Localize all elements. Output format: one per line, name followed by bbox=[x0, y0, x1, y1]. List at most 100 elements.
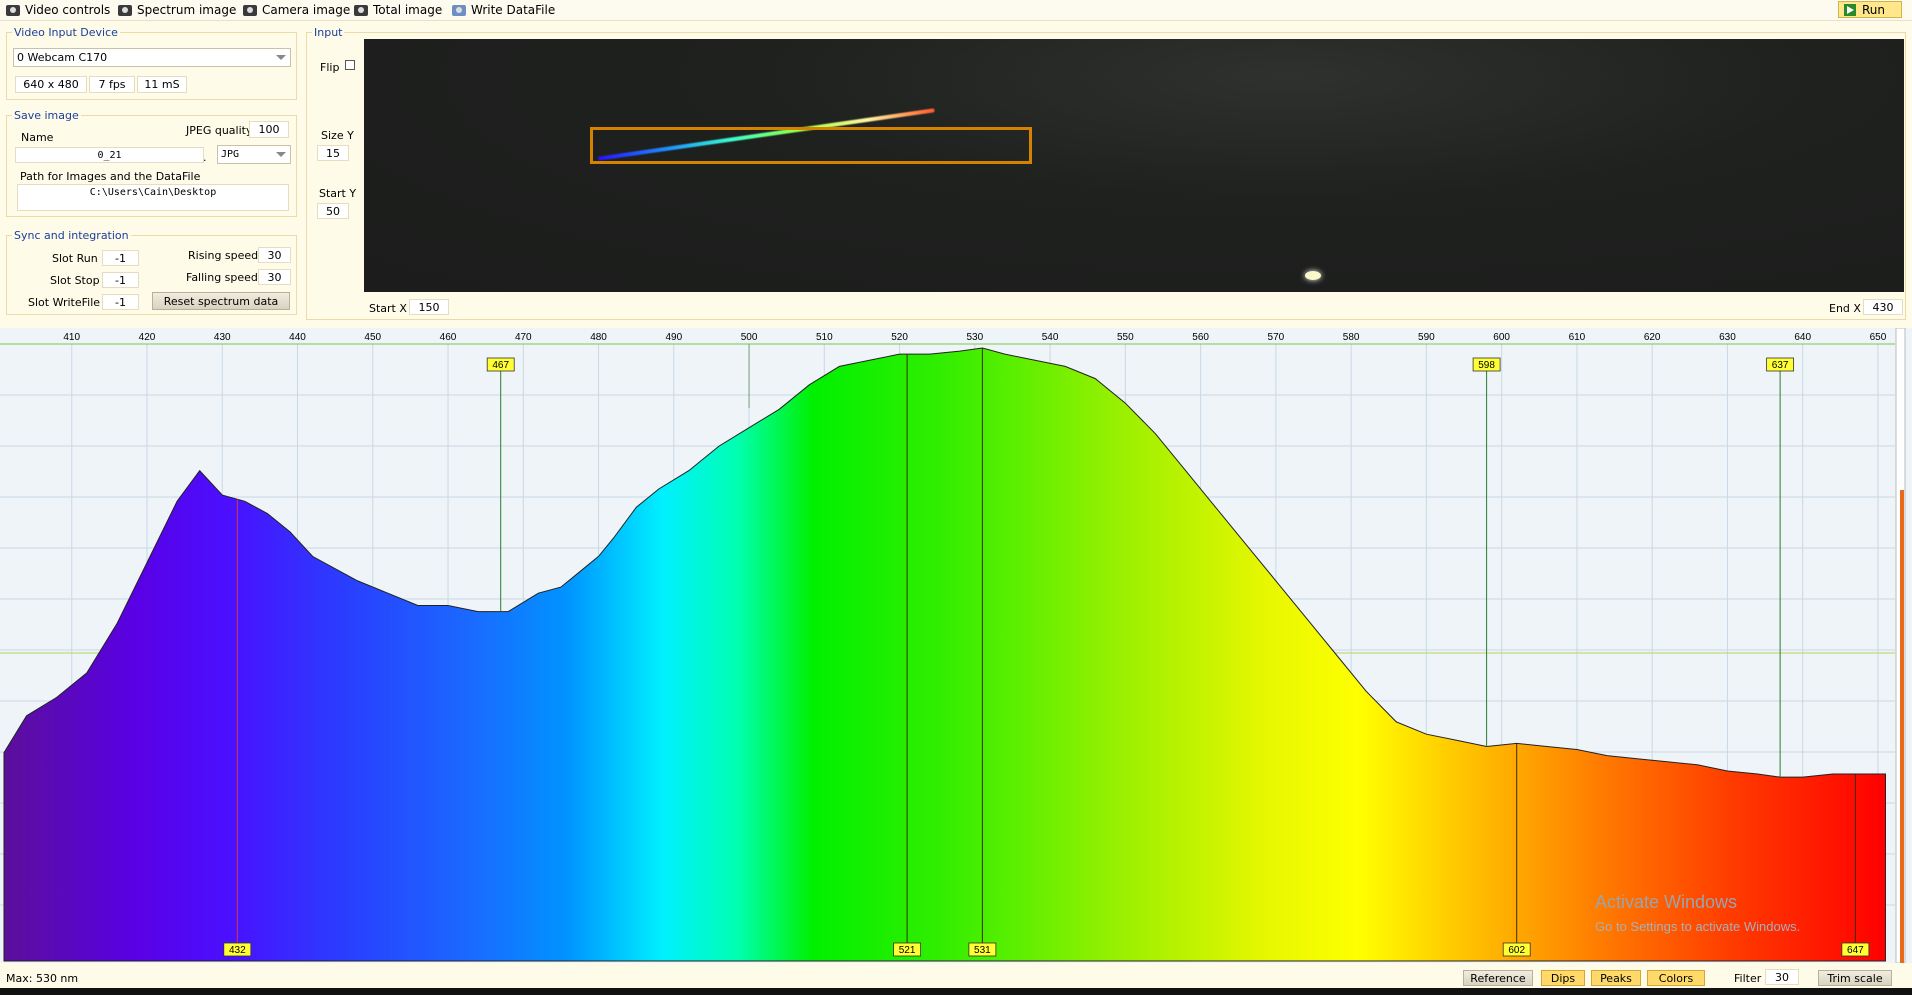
size-y-label: Size Y bbox=[321, 129, 354, 142]
max-readout: Max: 530 nm bbox=[6, 972, 79, 985]
tick-label: 430 bbox=[214, 332, 231, 343]
filter-field[interactable]: 30 bbox=[1765, 969, 1799, 985]
chart-markers: 467 598 637 432 521 531 602 647 bbox=[223, 348, 1870, 957]
device-select[interactable]: 0 Webcam C170 bbox=[13, 48, 291, 67]
spectrum-area bbox=[3, 347, 1887, 962]
start-x-field[interactable]: 150 bbox=[409, 299, 449, 315]
toolbar: Video controls Spectrum image Camera ima… bbox=[0, 0, 1912, 21]
peaks-button[interactable]: Peaks bbox=[1591, 970, 1641, 986]
fps-readout: 7 fps bbox=[89, 76, 135, 93]
play-icon bbox=[1844, 3, 1856, 16]
tick-label: 460 bbox=[440, 332, 457, 343]
watermark-subtitle: Go to Settings to activate Windows. bbox=[1595, 919, 1800, 934]
dip-marker-label: 598 bbox=[1478, 360, 1495, 371]
write-datafile-button[interactable]: Write DataFile bbox=[452, 2, 555, 18]
filter-label: Filter bbox=[1734, 972, 1762, 985]
tick-label: 440 bbox=[289, 332, 306, 343]
roi-selection-box[interactable] bbox=[590, 127, 1032, 164]
end-x-field[interactable]: 430 bbox=[1863, 299, 1903, 315]
tick-label: 630 bbox=[1719, 332, 1736, 343]
name-label: Name bbox=[21, 131, 54, 144]
write-datafile-label: Write DataFile bbox=[471, 3, 556, 17]
spectrum-image-label: Spectrum image bbox=[137, 3, 237, 17]
rising-speed-field[interactable]: 30 bbox=[258, 247, 291, 263]
jpeg-quality-label: JPEG quality bbox=[186, 124, 253, 137]
path-label: Path for Images and the DataFile bbox=[20, 170, 201, 183]
camera-preview[interactable] bbox=[364, 39, 1904, 292]
tick-label: 590 bbox=[1418, 332, 1435, 343]
reset-spectrum-button[interactable]: Reset spectrum data bbox=[152, 292, 290, 310]
peak-marker-label: 521 bbox=[899, 945, 916, 956]
slot-writefile-field[interactable]: -1 bbox=[102, 294, 139, 310]
tick-label: 450 bbox=[364, 332, 381, 343]
rising-speed-label: Rising speed bbox=[188, 249, 259, 262]
tick-label: 420 bbox=[139, 332, 156, 343]
dip-marker-box bbox=[1766, 357, 1795, 372]
peak-marker-label: 647 bbox=[1847, 945, 1864, 956]
format-select[interactable]: JPG bbox=[217, 145, 291, 164]
tick-label: 410 bbox=[63, 332, 80, 343]
start-y-field[interactable]: 50 bbox=[317, 203, 349, 219]
extension-dot: . bbox=[203, 151, 207, 164]
jpeg-quality-field[interactable]: 100 bbox=[249, 121, 289, 138]
tick-label: 560 bbox=[1192, 332, 1209, 343]
flip-checkbox[interactable] bbox=[345, 60, 355, 70]
camera-icon bbox=[243, 4, 257, 16]
run-button[interactable]: Run bbox=[1838, 1, 1902, 18]
tick-label: 510 bbox=[816, 332, 833, 343]
spectrum-image-button[interactable]: Spectrum image bbox=[118, 2, 236, 18]
spectrum-chart[interactable]: 410 420 430 440 450 460 470 480 490 500 510 520 530 5… bbox=[0, 328, 1912, 963]
level-bar bbox=[1900, 490, 1904, 963]
total-image-button[interactable]: Total image bbox=[354, 2, 442, 18]
document-icon bbox=[452, 4, 466, 16]
peak-marker-label: 602 bbox=[1508, 945, 1525, 956]
peak-marker-box bbox=[893, 942, 922, 957]
sync-group: Sync and integration Slot Run -1 Slot St… bbox=[6, 229, 297, 315]
dips-button[interactable]: Dips bbox=[1541, 970, 1585, 986]
tick-label: 540 bbox=[1042, 332, 1059, 343]
dip-marker-box bbox=[1472, 357, 1501, 372]
camera-image-button[interactable]: Camera image bbox=[243, 2, 350, 18]
video-icon bbox=[6, 4, 20, 16]
slot-stop-field[interactable]: -1 bbox=[102, 272, 139, 288]
peak-marker-box bbox=[223, 942, 252, 957]
slot-writefile-label: Slot WriteFile bbox=[28, 296, 101, 309]
falling-speed-field[interactable]: 30 bbox=[258, 269, 291, 285]
reference-button[interactable]: Reference bbox=[1463, 970, 1533, 986]
input-group: Input Flip Size Y 15 Start Y 50 Start X … bbox=[306, 26, 1906, 320]
run-label: Run bbox=[1862, 2, 1886, 17]
tick-label: 580 bbox=[1343, 332, 1360, 343]
peak-marker-box bbox=[1502, 942, 1531, 957]
slot-stop-label: Slot Stop bbox=[50, 274, 100, 287]
tick-label: 490 bbox=[665, 332, 682, 343]
trim-scale-button[interactable]: Trim scale bbox=[1818, 970, 1892, 986]
tick-label: 600 bbox=[1493, 332, 1510, 343]
light-spot bbox=[1305, 271, 1321, 280]
tick-label: 550 bbox=[1117, 332, 1134, 343]
video-controls-button[interactable]: Video controls bbox=[6, 2, 110, 18]
bottom-edge bbox=[0, 988, 1912, 995]
total-image-label: Total image bbox=[373, 3, 443, 17]
slot-run-label: Slot Run bbox=[52, 252, 98, 265]
end-x-label: End X bbox=[1829, 302, 1861, 315]
tick-label: 500 bbox=[741, 332, 758, 343]
sync-title: Sync and integration bbox=[12, 229, 131, 242]
tick-label: 530 bbox=[966, 332, 983, 343]
x-axis-ticks: 410 420 430 440 450 460 470 480 490 500 510 520 530 5… bbox=[63, 332, 1886, 343]
video-input-title: Video Input Device bbox=[12, 26, 120, 39]
camera-icon bbox=[354, 4, 368, 16]
tick-label: 650 bbox=[1870, 332, 1887, 343]
format-value: JPG bbox=[221, 149, 240, 160]
peak-marker-box bbox=[968, 942, 997, 957]
dip-marker-label: 467 bbox=[492, 360, 509, 371]
name-field[interactable]: 0_21 bbox=[15, 147, 204, 163]
exposure-readout: 11 mS bbox=[137, 76, 187, 93]
path-field[interactable]: C:\Users\Cain\Desktop bbox=[17, 184, 289, 211]
size-y-field[interactable]: 15 bbox=[317, 145, 349, 161]
watermark-title: Activate Windows bbox=[1595, 892, 1737, 912]
slot-run-field[interactable]: -1 bbox=[102, 250, 139, 266]
tick-label: 480 bbox=[590, 332, 607, 343]
resolution-readout: 640 x 480 bbox=[15, 76, 87, 93]
camera-icon bbox=[118, 4, 132, 16]
colors-button[interactable]: Colors bbox=[1647, 970, 1705, 986]
